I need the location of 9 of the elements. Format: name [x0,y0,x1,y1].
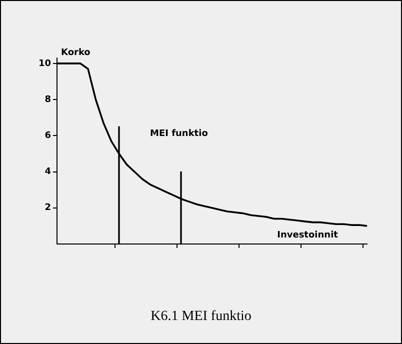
y-tick-label: 10 [38,58,51,69]
y-tick-label: 6 [44,130,51,141]
text: K6.1 MEI funktio [150,309,252,325]
y-axis-title: Korko [61,48,90,58]
y-tick-label: 4 [44,167,51,178]
text: MEI funktio [150,129,208,140]
y-tick-label: 8 [44,94,51,105]
x-axis-title: Investoinnit [277,230,339,240]
y-tick-label: 2 [44,203,51,214]
